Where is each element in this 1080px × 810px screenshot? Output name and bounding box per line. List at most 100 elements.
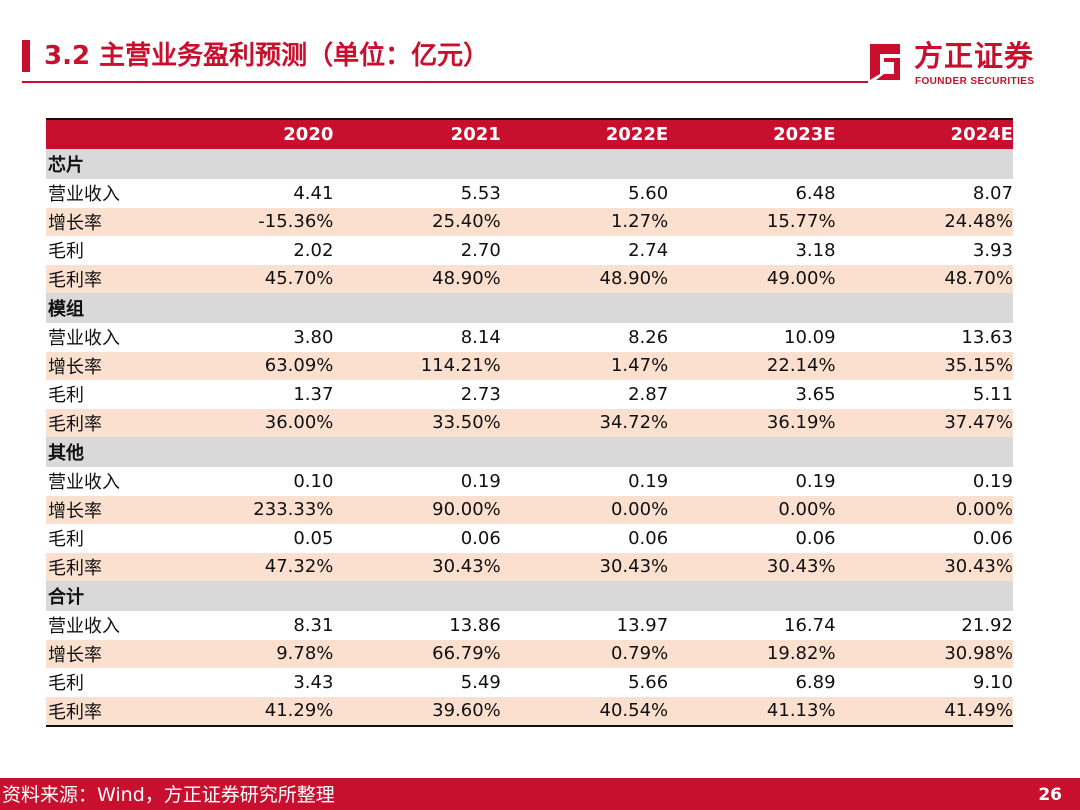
row-label: 毛利 (48, 673, 84, 695)
table-row: 营业收入 3.80 8.14 8.26 10.09 13.63 (46, 323, 1013, 352)
table-bottom-rule (46, 725, 1013, 727)
value-cell: 21.92 (961, 614, 1013, 636)
value-cell: 41.29% (264, 700, 334, 722)
value-cell: 0.00% (610, 499, 669, 521)
value-cell: 10.09 (784, 326, 836, 348)
value-cell: 5.60 (628, 182, 669, 204)
value-cell: 13.86 (449, 614, 501, 636)
value-cell: 45.70% (264, 268, 334, 290)
value-cell: 2.70 (460, 239, 501, 261)
value-cell: 41.49% (944, 700, 1013, 722)
value-cell: 34.72% (599, 412, 669, 434)
value-cell: 3.80 (293, 326, 334, 348)
value-cell: 24.48% (944, 211, 1013, 233)
row-label: 营业收入 (48, 616, 120, 638)
row-label: 增长率 (48, 356, 102, 378)
value-cell: 3.93 (972, 239, 1013, 261)
table-row: 毛利率 36.00% 33.50% 34.72% 36.19% 37.47% (46, 408, 1013, 437)
logo-english-text: FOUNDER SECURITIES (915, 76, 1035, 87)
footer-bar: 资料来源：Wind，方正证券研究所整理 26 (0, 778, 1080, 810)
row-label: 毛利率 (48, 701, 102, 723)
value-cell: 47.32% (264, 556, 334, 578)
title-accent-bar (22, 40, 30, 72)
value-cell: 30.43% (944, 556, 1013, 578)
value-cell: 5.49 (460, 671, 501, 693)
value-cell: 30.98% (944, 643, 1013, 665)
value-cell: 0.06 (972, 527, 1013, 549)
value-cell: 22.14% (766, 355, 836, 377)
section-name: 其他 (48, 443, 84, 464)
header-year: 2021 (450, 124, 501, 145)
table-body: 芯片 营业收入 4.41 5.53 5.60 6.48 8.07 增长率 -15.36% 25.4… (46, 149, 1013, 725)
value-cell: 8.31 (293, 614, 334, 636)
value-cell: 30.43% (766, 556, 836, 578)
table-row: 毛利 1.37 2.73 2.87 3.65 5.11 (46, 380, 1013, 409)
value-cell: 41.13% (766, 700, 836, 722)
value-cell: 5.11 (972, 383, 1013, 405)
row-label: 毛利率 (48, 413, 102, 435)
value-cell: 9.10 (972, 671, 1013, 693)
value-cell: 5.66 (628, 671, 669, 693)
value-cell: 8.07 (972, 182, 1013, 204)
value-cell: 6.48 (795, 182, 836, 204)
section-row: 合计 (46, 581, 1013, 611)
value-cell: 13.63 (961, 326, 1013, 348)
founder-logo-icon (870, 44, 900, 80)
page-title: 3.2 主营业务盈利预测（单位：亿元） (44, 41, 490, 71)
value-cell: 66.79% (432, 643, 501, 665)
header-year: 2023E (773, 124, 836, 145)
section-name: 模组 (48, 299, 84, 320)
header-year: 2022E (605, 124, 669, 145)
row-label: 营业收入 (48, 472, 120, 494)
value-cell: 16.74 (784, 614, 836, 636)
table-row: 毛利 3.43 5.49 5.66 6.89 9.10 (46, 668, 1013, 697)
value-cell: 0.00% (955, 499, 1013, 521)
table-row: 营业收入 8.31 13.86 13.97 16.74 21.92 (46, 611, 1013, 640)
value-cell: 3.43 (293, 671, 334, 693)
founder-securities-logo: 方正证券 FOUNDER SECURITIES (864, 38, 1054, 94)
value-cell: 0.10 (293, 470, 334, 492)
value-cell: 40.54% (599, 700, 669, 722)
page-number: 26 (1038, 785, 1062, 805)
value-cell: 0.19 (972, 470, 1013, 492)
value-cell: 1.27% (610, 211, 669, 233)
value-cell: 36.19% (766, 412, 836, 434)
value-cell: 63.09% (264, 355, 334, 377)
table-top-rule (46, 118, 1013, 120)
table-row: 增长率 63.09% 114.21% 1.47% 22.14% 35.15% (46, 351, 1013, 380)
value-cell: 37.47% (944, 412, 1013, 434)
value-cell: 8.14 (460, 326, 501, 348)
table-row: 毛利 0.05 0.06 0.06 0.06 0.06 (46, 524, 1013, 553)
value-cell: 30.43% (432, 556, 501, 578)
value-cell: 30.43% (599, 556, 669, 578)
value-cell: 48.70% (944, 268, 1013, 290)
value-cell: 25.40% (432, 211, 501, 233)
row-label: 增长率 (48, 644, 102, 666)
value-cell: 48.90% (432, 268, 501, 290)
table-row: 增长率 233.33% 90.00% 0.00% 0.00% 0.00% (46, 495, 1013, 524)
value-cell: 2.73 (460, 383, 501, 405)
value-cell: 0.00% (778, 499, 836, 521)
value-cell: 35.15% (944, 355, 1013, 377)
value-cell: -15.36% (258, 211, 334, 233)
row-label: 营业收入 (48, 328, 120, 350)
title-underline (22, 81, 868, 83)
table-row: 毛利率 41.29% 39.60% 40.54% 41.13% 41.49% (46, 696, 1013, 725)
row-label: 毛利率 (48, 269, 102, 291)
value-cell: 13.97 (616, 614, 669, 636)
value-cell: 3.65 (795, 383, 836, 405)
value-cell: 2.87 (628, 383, 669, 405)
value-cell: 4.41 (293, 182, 334, 204)
value-cell: 2.02 (293, 239, 334, 261)
table-header-row: 2020 2021 2022E 2023E 2024E (46, 120, 1013, 149)
section-name: 合计 (48, 587, 84, 608)
value-cell: 0.19 (628, 470, 669, 492)
header-year: 2024E (950, 124, 1013, 145)
table-row: 毛利率 47.32% 30.43% 30.43% 30.43% 30.43% (46, 552, 1013, 581)
value-cell: 39.60% (432, 700, 501, 722)
source-note: 资料来源：Wind，方正证券研究所整理 (2, 784, 335, 806)
forecast-table: 2020 2021 2022E 2023E 2024E 芯片 营业收入 4.41 5.… (46, 118, 1013, 727)
value-cell: 9.78% (276, 643, 334, 665)
value-cell: 49.00% (766, 268, 836, 290)
value-cell: 3.18 (795, 239, 836, 261)
